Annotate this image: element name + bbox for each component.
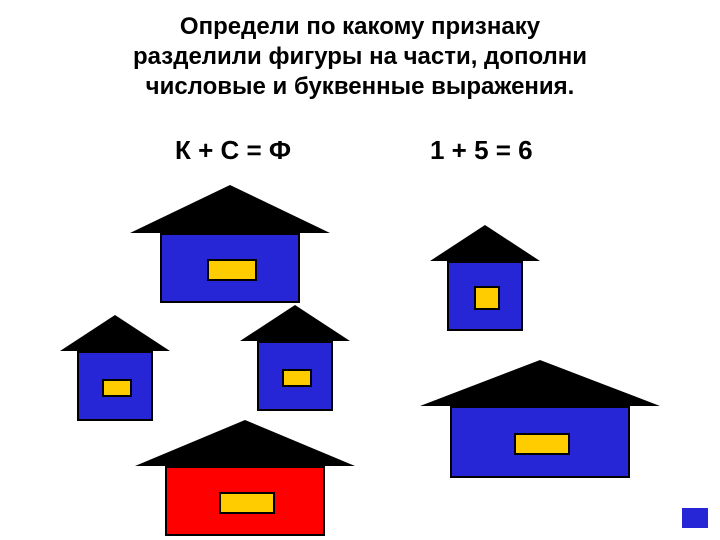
house-window [514, 433, 570, 455]
equation-letters-text: К + С = Ф [175, 135, 291, 165]
house-h5 [135, 420, 355, 536]
house-body [450, 406, 630, 478]
equation-numbers: 1 + 5 = 6 [430, 135, 533, 166]
house-roof [420, 360, 660, 406]
house-h6 [420, 360, 660, 478]
house-body [257, 341, 333, 411]
house-window [207, 259, 257, 281]
house-window [102, 379, 132, 397]
title-line-2: разделили фигуры на части, дополни [133, 43, 587, 70]
house-h2 [60, 315, 170, 421]
title-line-1: Определи по какому признаку [180, 13, 540, 40]
house-roof [430, 225, 540, 261]
house-roof [130, 185, 330, 233]
house-body [165, 466, 325, 536]
house-window [474, 286, 500, 310]
house-body [160, 233, 300, 303]
house-window [282, 369, 312, 387]
house-body [447, 261, 523, 331]
title-line-3: числовые и буквенные выражения. [146, 73, 575, 100]
equation-numbers-text: 1 + 5 = 6 [430, 135, 533, 165]
house-window [219, 492, 275, 514]
house-roof [60, 315, 170, 351]
house-body [77, 351, 153, 421]
house-h1 [130, 185, 330, 303]
house-h3 [240, 305, 350, 411]
equation-letters: К + С = Ф [175, 135, 291, 166]
house-roof [135, 420, 355, 466]
page-title: Определи по какому признаку разделили фи… [0, 0, 720, 102]
corner-square-icon [682, 508, 708, 528]
house-h4 [430, 225, 540, 331]
house-roof [240, 305, 350, 341]
